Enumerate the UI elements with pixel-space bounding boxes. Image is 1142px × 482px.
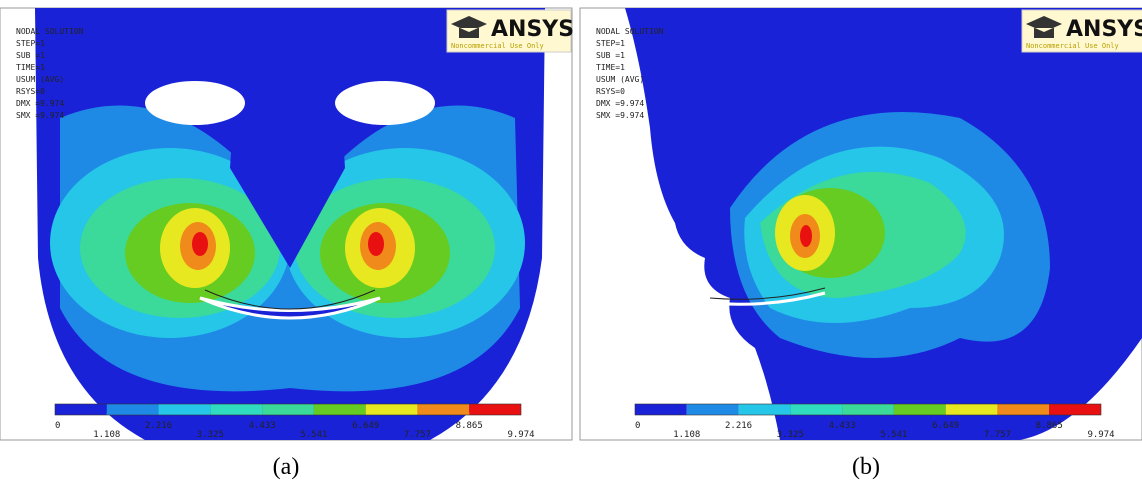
colorbar-label: 5.541 xyxy=(300,430,327,440)
logo-note: Noncommercial Use Only xyxy=(451,42,544,50)
panel-a: NODAL SOLUTION STEP=1 SUB =1 TIME=1 USUM (AV… xyxy=(0,7,574,441)
info-line: RSYS=0 xyxy=(596,87,625,96)
info-line: STEP=1 xyxy=(596,39,625,48)
colorbar-label: 8.865 xyxy=(1036,421,1063,431)
logo-name: ANSYS xyxy=(491,17,574,42)
colorbar-cell xyxy=(790,404,843,415)
info-line: RSYS=0 xyxy=(16,87,45,96)
colorbar-cell xyxy=(262,404,314,415)
colorbar-label: 3.325 xyxy=(777,430,804,440)
colorbar-label: 8.865 xyxy=(456,421,483,431)
colorbar-label: 5.541 xyxy=(880,430,907,440)
colorbar-cell xyxy=(997,404,1050,415)
colorbar-frame xyxy=(634,403,1102,416)
face-model xyxy=(35,8,545,440)
colorbar-cell xyxy=(1049,404,1101,415)
panel-b: NODAL SOLUTION STEP=1 SUB =1 TIME=1 USUM (AV… xyxy=(579,7,1142,441)
info-line: NODAL SOLUTION xyxy=(16,27,84,36)
colorbar-label: 7.757 xyxy=(984,430,1011,440)
colorbar-label: 4.433 xyxy=(249,421,276,431)
colorbar-cell xyxy=(893,404,946,415)
colorbar-label: 0 xyxy=(635,421,640,431)
colorbar-label: 9.974 xyxy=(1087,430,1114,440)
colorbar-cell xyxy=(738,404,791,415)
info-line: SUB =1 xyxy=(16,51,45,60)
colorbar-cell xyxy=(210,404,263,415)
info-line: DMX =9.974 xyxy=(596,99,644,108)
colorbar-label: 2.216 xyxy=(725,421,752,431)
logo-cap xyxy=(451,16,487,38)
colorbar-label: 2.216 xyxy=(145,421,172,431)
colorbar-cell xyxy=(635,404,687,415)
info-line: TIME=1 xyxy=(596,63,625,72)
colorbar-cell xyxy=(417,404,470,415)
colorbar-label: 6.649 xyxy=(352,421,379,431)
colorbar-cell xyxy=(469,404,521,415)
info-line: SMX =9.974 xyxy=(16,111,64,120)
caption-label: (b) xyxy=(852,454,880,480)
colorbar-cell xyxy=(313,404,366,415)
colorbar-label: 4.433 xyxy=(829,421,856,431)
info-line: TIME=1 xyxy=(16,63,45,72)
colorbar-cell xyxy=(365,404,418,415)
colorbar-cell xyxy=(158,404,211,415)
colorbar-label: 1.108 xyxy=(93,430,120,440)
colorbar-label: 0 xyxy=(55,421,60,431)
logo-cap xyxy=(1026,16,1062,38)
logo-note: Noncommercial Use Only xyxy=(1026,42,1119,50)
colorbar-label: 1.108 xyxy=(673,430,700,440)
caption-label: (a) xyxy=(273,454,300,480)
colorbar-cell xyxy=(945,404,998,415)
colorbar-label: 9.974 xyxy=(507,430,534,440)
colorbar-label: 6.649 xyxy=(932,421,959,431)
info-line: NODAL SOLUTION xyxy=(596,27,664,36)
colorbar-label: 3.325 xyxy=(197,430,224,440)
info-line: STEP=1 xyxy=(16,39,45,48)
colorbar-cell xyxy=(55,404,107,415)
info-line: SMX =9.974 xyxy=(596,111,644,120)
face-model xyxy=(625,8,1142,440)
info-line: USUM (AVG) xyxy=(16,75,64,84)
colorbar-cell xyxy=(686,404,739,415)
logo-name: ANSYS xyxy=(1066,17,1142,42)
info-line: SUB =1 xyxy=(596,51,625,60)
colorbar-cell xyxy=(842,404,894,415)
info-line: DMX =9.974 xyxy=(16,99,64,108)
colorbar-label: 7.757 xyxy=(404,430,431,440)
colorbar-frame xyxy=(54,403,522,416)
colorbar-cell xyxy=(106,404,159,415)
info-line: USUM (AVG) xyxy=(596,75,644,84)
